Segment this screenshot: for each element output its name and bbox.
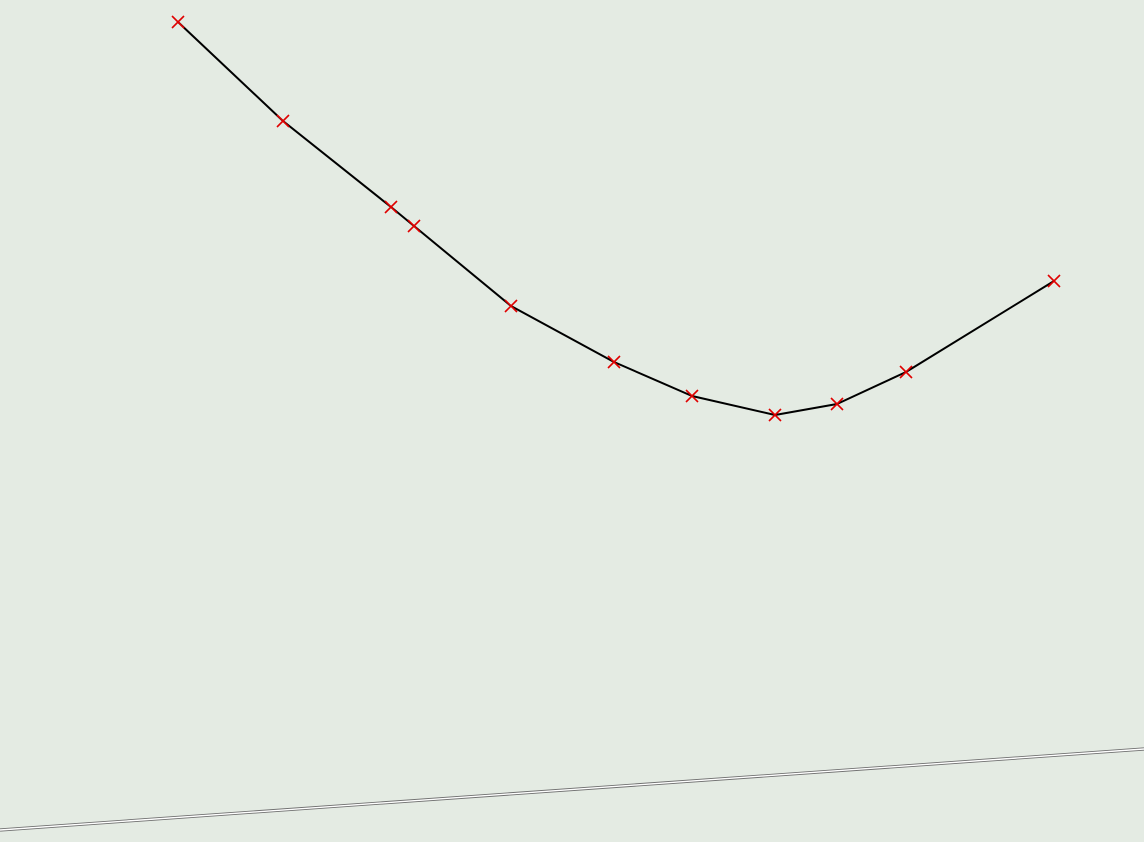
vertex-marker-9[interactable] [830, 397, 844, 411]
ground-edge-line[interactable] [0, 747, 1144, 832]
curve-polyline[interactable] [177, 21, 1055, 416]
vertex-marker-7[interactable] [685, 389, 699, 403]
ground-edge-fill [0, 748, 1144, 831]
cross-icon [685, 389, 699, 403]
cross-icon [768, 408, 782, 422]
vertex-marker-2[interactable] [276, 114, 290, 128]
cross-icon [276, 114, 290, 128]
vertex-marker-4[interactable] [407, 219, 421, 233]
vertex-marker-3[interactable] [384, 200, 398, 214]
cross-icon [607, 355, 621, 369]
vertex-marker-6[interactable] [607, 355, 621, 369]
cross-icon [504, 299, 518, 313]
cross-icon [171, 15, 185, 29]
cross-icon [830, 397, 844, 411]
vertex-marker-11[interactable] [1047, 274, 1061, 288]
vertex-marker-5[interactable] [504, 299, 518, 313]
cross-icon [1047, 274, 1061, 288]
vertex-marker-1[interactable] [171, 15, 185, 29]
vertex-markers [171, 15, 1061, 422]
vertex-marker-10[interactable] [899, 365, 913, 379]
cross-icon [407, 219, 421, 233]
cross-icon [384, 200, 398, 214]
vertex-marker-8[interactable] [768, 408, 782, 422]
cross-icon [899, 365, 913, 379]
